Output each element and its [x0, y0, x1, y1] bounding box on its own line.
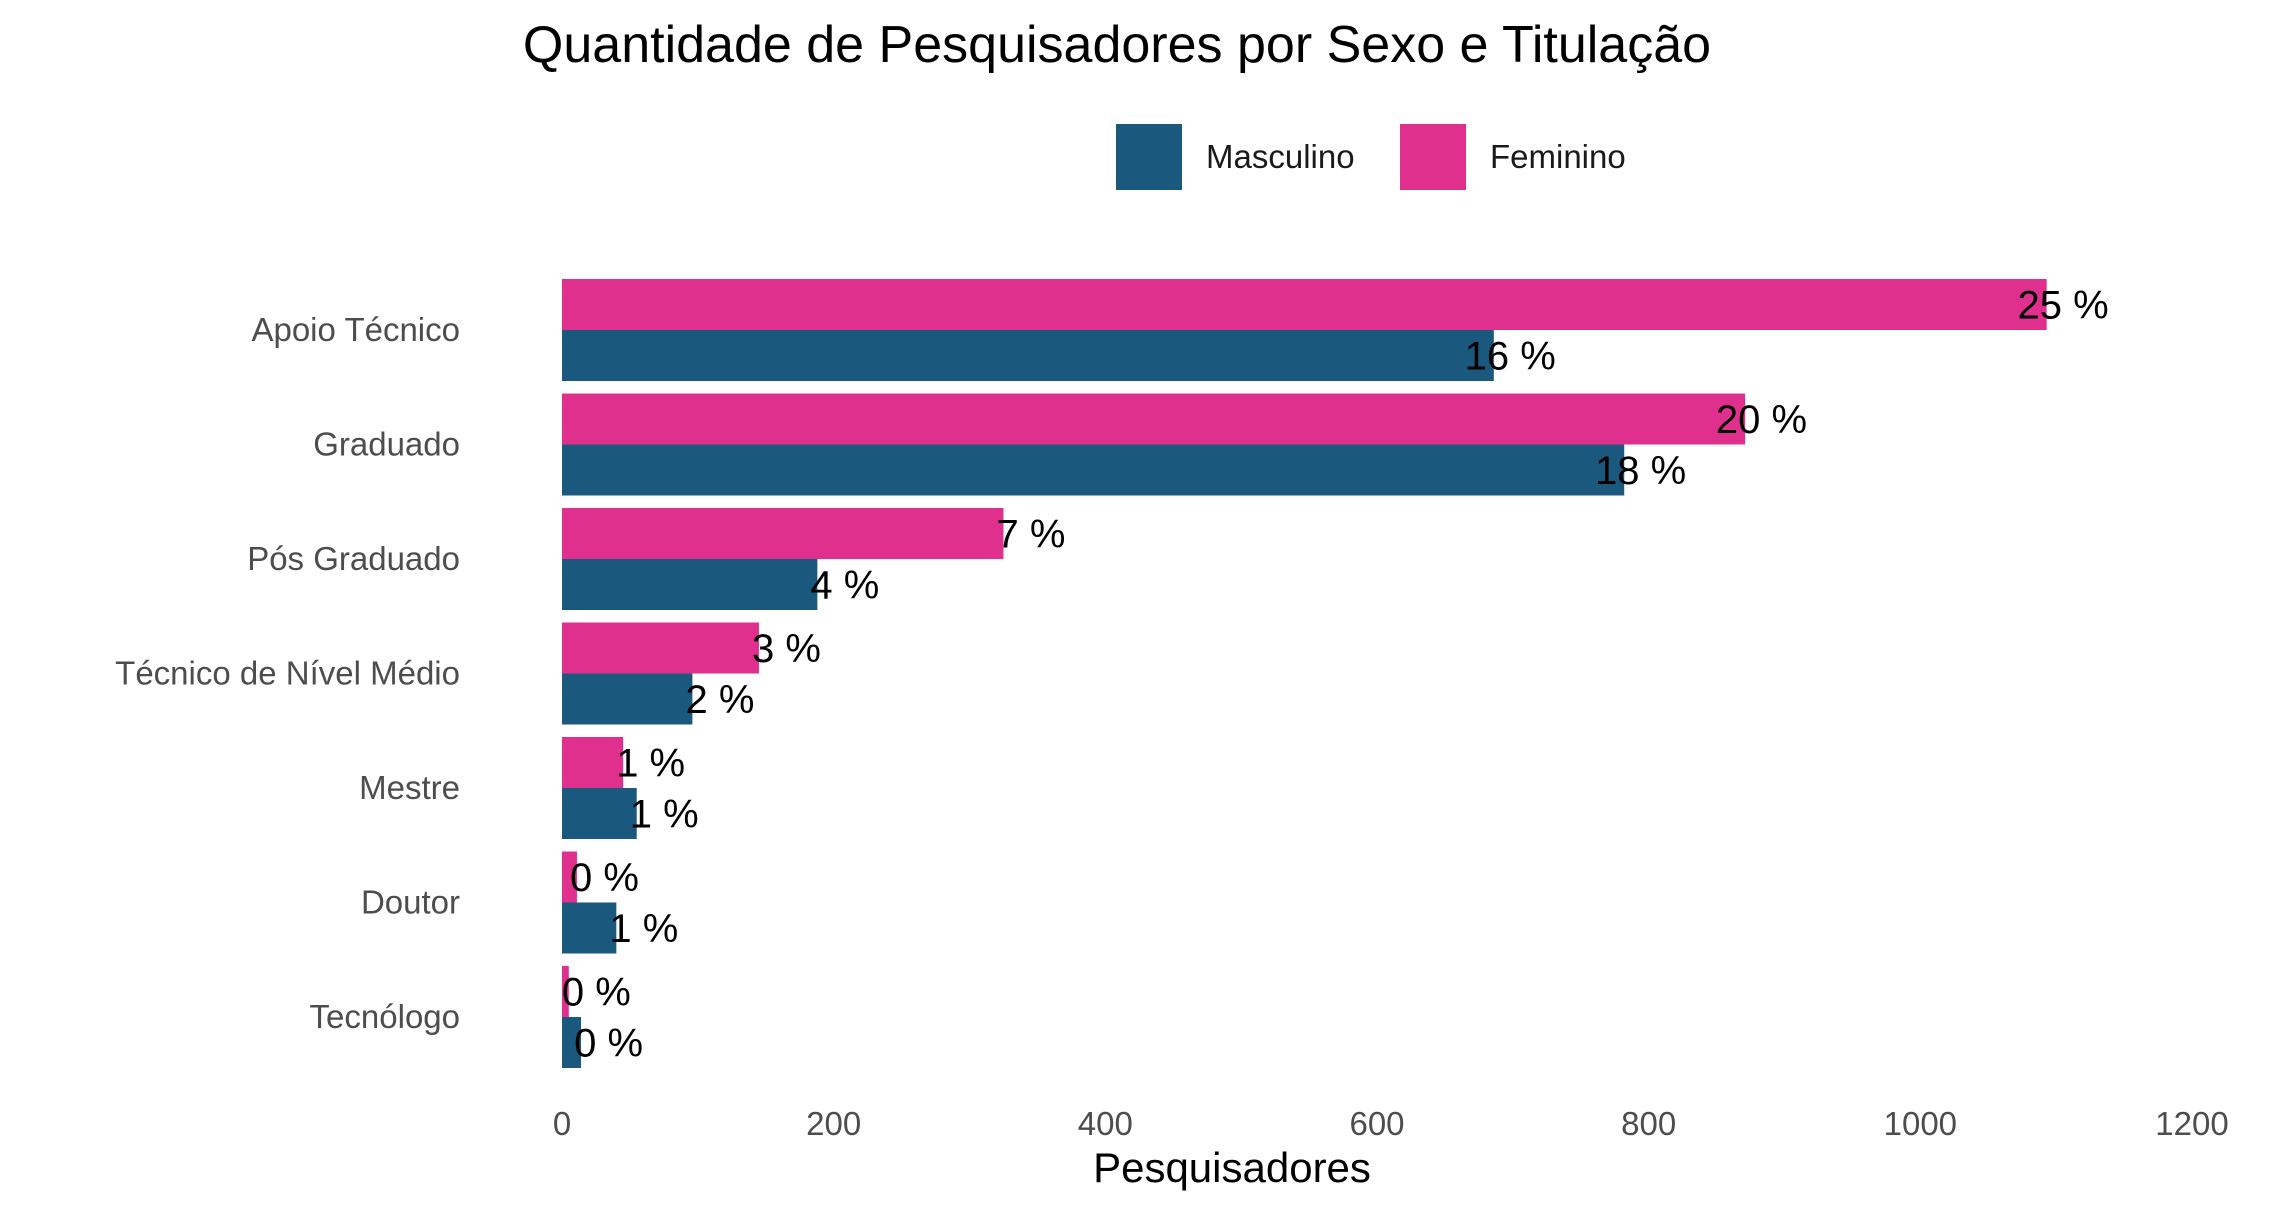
- data-label-masculino-tecnico-de-nivel-medio: 2 %: [685, 678, 754, 722]
- data-label-masculino-apoio-tecnico: 16 %: [1465, 335, 1556, 379]
- data-label-masculino-tecnologo: 0 %: [574, 1022, 643, 1066]
- bar-masculino-pos-graduado: [562, 559, 818, 610]
- bar-feminino-tecnico-de-nivel-medio: [562, 622, 759, 674]
- category-label-doutor: Doutor: [361, 884, 460, 921]
- category-label-tecnologo: Tecnólogo: [310, 998, 460, 1035]
- x-tick-label-400: 400: [1078, 1105, 1133, 1142]
- x-tick-label-1000: 1000: [1884, 1105, 1957, 1142]
- bar-masculino-graduado: [562, 444, 1625, 496]
- y-axis-category-labels: Apoio Técnico Graduado Pós Graduado Técnico…: [115, 311, 460, 1035]
- bar-feminino-pos-graduado: [562, 508, 1004, 559]
- bar-masculino-apoio-tecnico: [562, 330, 1494, 381]
- data-label-feminino-tecnico-de-nivel-medio: 3 %: [752, 627, 821, 671]
- bar-masculino-doutor: [562, 902, 617, 954]
- x-tick-label-800: 800: [1621, 1105, 1676, 1142]
- legend: Masculino Feminino: [1116, 124, 1626, 190]
- bars: [562, 279, 2047, 1068]
- category-label-mestre: Mestre: [359, 769, 460, 806]
- x-axis-tick-labels: 0 200 400 600 800 1000 1200: [553, 1105, 2229, 1142]
- data-label-feminino-apoio-tecnico: 25 %: [2017, 284, 2108, 328]
- x-axis-title: Pesquisadores: [1093, 1144, 1371, 1191]
- bar-feminino-graduado: [562, 393, 1746, 445]
- bar-feminino-tecnologo: [562, 966, 569, 1017]
- category-label-tecnico-de-nivel-medio: Técnico de Nível Médio: [115, 655, 460, 692]
- data-label-masculino-pos-graduado: 4 %: [810, 564, 879, 608]
- category-label-pos-graduado: Pós Graduado: [247, 540, 460, 577]
- data-label-feminino-mestre: 1 %: [616, 742, 685, 786]
- legend-label-masculino: Masculino: [1206, 138, 1355, 175]
- data-label-feminino-pos-graduado: 7 %: [997, 513, 1066, 557]
- bar-masculino-tecnico-de-nivel-medio: [562, 673, 693, 725]
- chart-title: Quantidade de Pesquisadores por Sexo e T…: [523, 16, 1711, 74]
- x-tick-label-200: 200: [806, 1105, 861, 1142]
- data-label-feminino-graduado: 20 %: [1716, 398, 1807, 442]
- x-tick-label-600: 600: [1349, 1105, 1404, 1142]
- legend-swatch-masculino: [1116, 124, 1182, 190]
- data-label-masculino-graduado: 18 %: [1595, 449, 1686, 493]
- bar-feminino-mestre: [562, 737, 624, 788]
- bar-masculino-mestre: [562, 788, 637, 839]
- legend-label-feminino: Feminino: [1490, 138, 1626, 175]
- category-label-graduado: Graduado: [313, 426, 460, 463]
- data-label-feminino-doutor: 0 %: [570, 856, 639, 900]
- bar-feminino-apoio-tecnico: [562, 279, 2047, 330]
- data-labels: 25 %16 %20 %18 %7 %4 %3 %2 %1 %1 %0 %1 %…: [562, 284, 2109, 1066]
- x-tick-label-1200: 1200: [2155, 1105, 2228, 1142]
- data-label-feminino-tecnologo: 0 %: [562, 971, 631, 1015]
- data-label-masculino-mestre: 1 %: [630, 793, 699, 837]
- bar-masculino-tecnologo: [562, 1017, 582, 1068]
- x-tick-label-0: 0: [553, 1105, 571, 1142]
- bar-feminino-doutor: [562, 851, 577, 903]
- category-label-apoio-tecnico: Apoio Técnico: [251, 311, 460, 348]
- data-label-masculino-doutor: 1 %: [609, 907, 678, 951]
- legend-swatch-feminino: [1400, 124, 1466, 190]
